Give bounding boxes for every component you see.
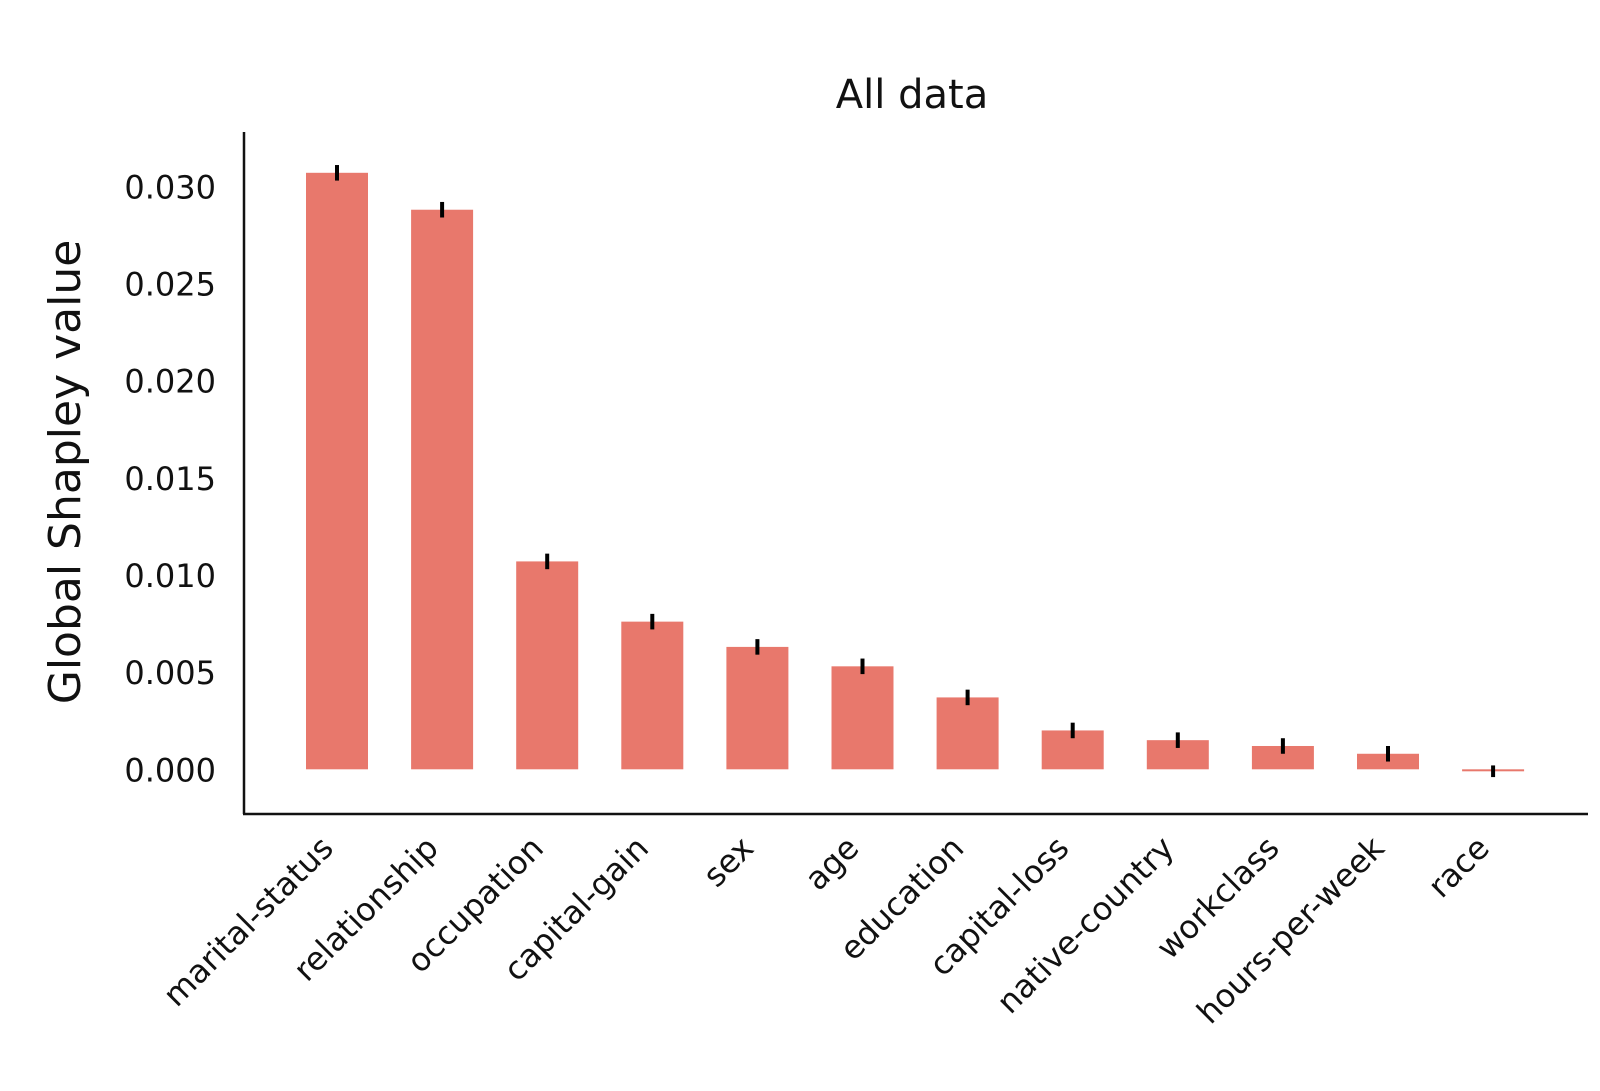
x-tick-label: native-country (989, 829, 1181, 1021)
chart-title: All data (836, 72, 988, 118)
y-tick-label: 0.015 (124, 460, 216, 498)
y-axis-label: Global Shapley value (40, 240, 91, 705)
bar-relationship (411, 209, 474, 770)
x-tick-label: race (1420, 829, 1496, 905)
bars-group (306, 172, 1525, 772)
bar-sex (726, 646, 789, 770)
y-ticks-group: 0.000 0.005 0.010 0.015 0.020 0.025 0.030 (124, 168, 216, 789)
bar-capital-gain (621, 621, 684, 770)
x-ticks-group: marital-statusrelationshipoccupationcapi… (156, 828, 1497, 1031)
bar-marital-status (306, 172, 368, 770)
x-tick-label: age (797, 829, 866, 898)
error-bars-group (335, 165, 1496, 778)
y-tick-label: 0.025 (124, 266, 216, 304)
bar-workclass (1251, 745, 1314, 770)
y-tick-label: 0.010 (124, 557, 216, 595)
y-tick-label: 0.020 (124, 363, 216, 401)
y-tick-label: 0.005 (124, 654, 216, 692)
bar-occupation (516, 561, 579, 770)
y-tick-label: 0.030 (124, 168, 216, 206)
x-tick-label: sex (695, 829, 761, 895)
x-tick-label: hours-per-week (1189, 828, 1392, 1031)
bar-age (831, 666, 894, 770)
bar-education (936, 697, 999, 770)
y-tick-label: 0.000 (124, 751, 216, 789)
